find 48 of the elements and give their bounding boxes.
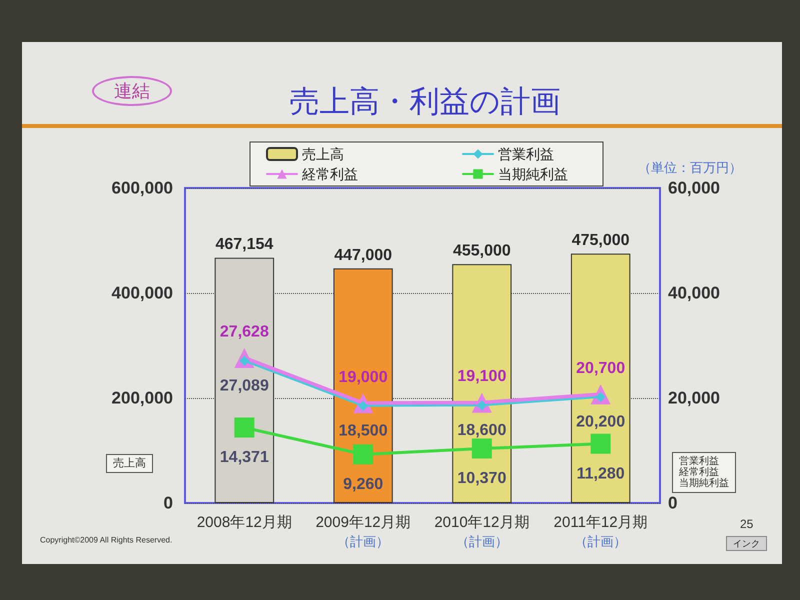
data-label: 9,260 bbox=[343, 476, 384, 493]
y-tick-label: 600,000 bbox=[112, 178, 173, 198]
x-tick-label: 2011年12月期（計画） bbox=[554, 514, 648, 549]
legend-label: 経常利益 bbox=[301, 166, 358, 182]
chart-title: 売上高・利益の計画 bbox=[290, 86, 560, 118]
y-tick-label: 200,000 bbox=[112, 388, 173, 408]
data-label: 19,100 bbox=[457, 368, 506, 386]
bar bbox=[452, 264, 512, 503]
text: 25 bbox=[740, 517, 754, 531]
point bbox=[590, 434, 611, 454]
data-label: 14,371 bbox=[220, 449, 269, 466]
x-tick-label: 2008年12月期 bbox=[196, 514, 292, 531]
legend-label: 売上高 bbox=[302, 146, 344, 162]
bar bbox=[570, 254, 630, 503]
point bbox=[234, 418, 254, 438]
data-label: 19,000 bbox=[338, 368, 388, 386]
point bbox=[353, 444, 374, 464]
x-tick-label: 2009年12月期（計画） bbox=[316, 514, 411, 549]
y2-tick-label: 40,000 bbox=[668, 284, 720, 302]
y-tick-label: 0 bbox=[164, 494, 173, 512]
data-label: 20,200 bbox=[576, 413, 626, 430]
data-label: 475,000 bbox=[572, 232, 630, 250]
data-label: 18,500 bbox=[338, 422, 388, 440]
data-label: 467,154 bbox=[215, 236, 274, 254]
text: インク bbox=[733, 538, 760, 548]
point bbox=[472, 438, 492, 459]
data-label: 27,089 bbox=[220, 377, 269, 394]
y2-axis-title: 営業利益経常利益当期純利益 bbox=[678, 455, 729, 489]
y2-tick-label: 20,000 bbox=[668, 388, 720, 408]
data-label: 455,000 bbox=[452, 242, 511, 260]
text: Copyright©2009 All Rights Reserved. bbox=[40, 536, 172, 544]
bar bbox=[214, 258, 274, 503]
y2-tick-label: 60,000 bbox=[668, 178, 720, 198]
bar bbox=[333, 268, 393, 503]
legend-label: 営業利益 bbox=[498, 146, 554, 162]
legend-label: 当期純利益 bbox=[498, 166, 568, 182]
data-label: 27,628 bbox=[220, 323, 269, 340]
oval-outline: 連結 bbox=[92, 76, 172, 106]
data-label: 11,280 bbox=[576, 465, 625, 482]
x-tick-label: 2010年12月期（計画） bbox=[434, 514, 530, 549]
y-tick-label: 400,000 bbox=[112, 284, 173, 302]
data-label: 10,370 bbox=[457, 470, 506, 488]
text: （単位：百万円） bbox=[638, 160, 742, 175]
data-label: 20,700 bbox=[576, 360, 626, 377]
data-label: 18,600 bbox=[457, 422, 506, 439]
y2-tick-label: 0 bbox=[668, 494, 678, 512]
data-label: 447,000 bbox=[334, 246, 392, 264]
y-axis-title: 売上高 bbox=[113, 456, 146, 470]
